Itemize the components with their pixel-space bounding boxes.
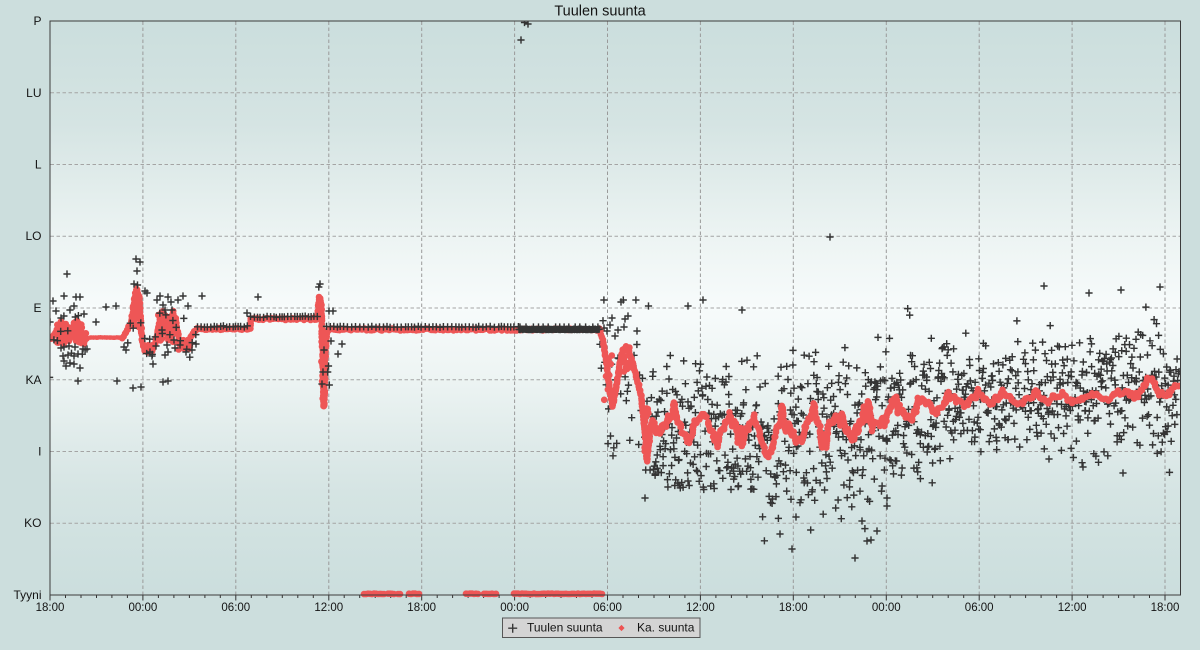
svg-text:00:00: 00:00 bbox=[129, 602, 158, 614]
svg-text:KA: KA bbox=[25, 373, 41, 387]
svg-text:LU: LU bbox=[26, 86, 41, 100]
svg-text:I: I bbox=[38, 445, 41, 459]
svg-text:Tuulen suunta: Tuulen suunta bbox=[527, 621, 603, 635]
svg-text:06:00: 06:00 bbox=[593, 602, 622, 614]
svg-text:Tyyni: Tyyni bbox=[13, 588, 41, 602]
svg-text:18:00: 18:00 bbox=[36, 602, 65, 614]
svg-text:Tuulen suunta: Tuulen suunta bbox=[554, 4, 646, 20]
svg-text:06:00: 06:00 bbox=[965, 602, 994, 614]
svg-text:KO: KO bbox=[24, 516, 41, 530]
svg-text:06:00: 06:00 bbox=[221, 602, 250, 614]
svg-text:18:00: 18:00 bbox=[407, 602, 436, 614]
svg-text:12:00: 12:00 bbox=[1058, 602, 1087, 614]
svg-text:00:00: 00:00 bbox=[872, 602, 901, 614]
svg-text:00:00: 00:00 bbox=[500, 602, 529, 614]
svg-text:LO: LO bbox=[25, 229, 41, 243]
svg-text:E: E bbox=[33, 301, 41, 315]
svg-text:12:00: 12:00 bbox=[314, 602, 343, 614]
svg-text:Ka. suunta: Ka. suunta bbox=[637, 621, 695, 635]
svg-text:18:00: 18:00 bbox=[779, 602, 808, 614]
svg-text:P: P bbox=[33, 14, 41, 28]
svg-text:L: L bbox=[35, 158, 42, 172]
svg-text:18:00: 18:00 bbox=[1151, 602, 1180, 614]
svg-text:12:00: 12:00 bbox=[686, 602, 715, 614]
